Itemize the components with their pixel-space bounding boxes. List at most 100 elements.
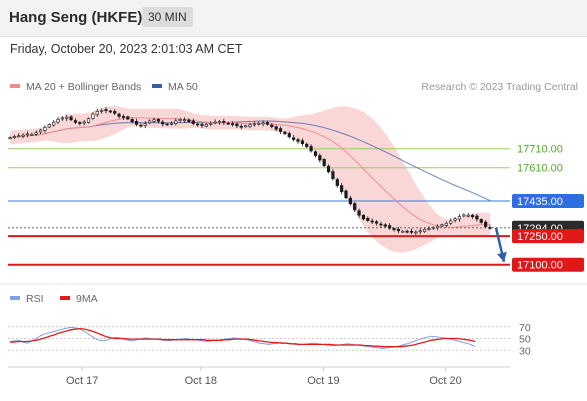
candle [204, 123, 208, 128]
candle [113, 109, 117, 116]
candle [374, 220, 379, 226]
candle [174, 118, 178, 126]
candle [222, 118, 226, 126]
candle-body [34, 132, 38, 135]
candle [292, 134, 296, 142]
level-lines [8, 148, 510, 266]
level-label-17250.00: 17250.00 [517, 231, 563, 243]
candle [348, 195, 352, 206]
candle-body [422, 229, 427, 232]
candle-body [265, 122, 270, 125]
candle [200, 122, 204, 128]
candle [340, 183, 344, 195]
forecast-arrow [494, 227, 507, 263]
candle [230, 121, 235, 127]
candle [134, 118, 139, 127]
candle-body [156, 119, 160, 122]
candle-body [113, 111, 117, 114]
candle-body [344, 190, 348, 199]
candle [383, 223, 387, 228]
candle [91, 112, 95, 120]
candle [409, 228, 414, 235]
candle-body [134, 121, 139, 125]
candle [379, 221, 383, 228]
candle-body [462, 214, 466, 217]
candle [69, 115, 73, 122]
rsi-tick-label-70: 70 [519, 322, 531, 334]
candle-body [322, 159, 326, 167]
candle-body [296, 139, 300, 142]
candle-body [148, 120, 152, 124]
candle [209, 121, 213, 126]
candle [34, 130, 38, 136]
x-tick-label-Oct 19: Oct 19 [307, 375, 339, 387]
candle [462, 213, 466, 218]
candle [444, 221, 448, 228]
candle-body [484, 221, 488, 227]
candle-body [252, 123, 256, 126]
candle [318, 153, 322, 163]
candle-body [431, 227, 435, 229]
candle-body [313, 151, 318, 156]
candle-body [65, 116, 69, 119]
candle [370, 218, 374, 224]
candle-body [73, 120, 78, 123]
candle [235, 122, 239, 128]
candle [388, 223, 392, 230]
timeframe-badge[interactable]: 30 MIN [142, 7, 193, 27]
candle [143, 121, 147, 129]
instrument-title: Hang Seng (HKFE) [9, 9, 143, 26]
candle-body [235, 123, 239, 127]
candle-body [47, 124, 51, 128]
candle [78, 121, 82, 126]
candle [95, 108, 99, 117]
candle-body [440, 224, 444, 227]
candle-body [436, 225, 440, 229]
x-axis: Oct 17 Oct 18 Oct 19 Oct 20 [66, 367, 462, 387]
candle-body [287, 133, 291, 138]
candle-body [60, 117, 64, 120]
candle [191, 118, 195, 126]
candle-body [261, 122, 265, 125]
candle [357, 208, 361, 218]
candle-body [392, 228, 396, 230]
x-tick-label-Oct 17: Oct 17 [66, 375, 98, 387]
candle-body [52, 121, 56, 126]
candle [60, 116, 64, 121]
candle-body [178, 119, 182, 121]
candle [401, 230, 405, 233]
candle-body [388, 225, 392, 229]
candle [148, 119, 152, 125]
candle-body [370, 220, 374, 223]
candle [56, 116, 60, 124]
candle [479, 218, 483, 224]
candle [414, 230, 418, 236]
candle-body [82, 121, 86, 124]
candle [431, 226, 435, 230]
candle [252, 121, 256, 127]
candle [436, 224, 440, 231]
candle-body [213, 121, 217, 124]
candle-body [126, 116, 130, 120]
candle [25, 131, 30, 138]
candle [187, 118, 191, 124]
candle-body [222, 121, 226, 123]
candle [165, 122, 169, 126]
candle [326, 164, 331, 174]
ma50-legend-label: MA 50 [168, 81, 198, 93]
candle [418, 228, 422, 235]
candle-body [21, 134, 25, 137]
candle [453, 216, 457, 223]
candle-body [414, 231, 418, 234]
candle-body [161, 121, 165, 125]
candle-body [309, 146, 313, 152]
candle-body [379, 223, 383, 226]
candle-body [25, 133, 30, 136]
candle-body [401, 230, 405, 233]
candle-body [257, 122, 261, 125]
candle-body [488, 227, 492, 229]
header-bar: Hang Seng (HKFE) 30 MIN [0, 0, 587, 37]
candle-body [479, 219, 483, 223]
